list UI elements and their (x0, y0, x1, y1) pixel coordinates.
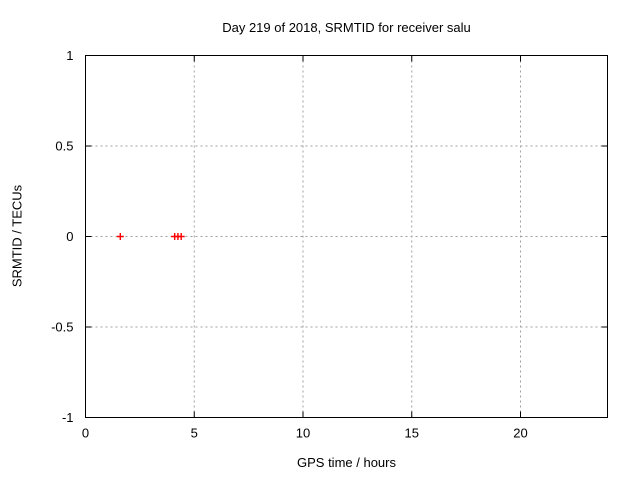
chart-title: Day 219 of 2018, SRMTID for receiver sal… (222, 20, 471, 35)
x-tick-label: 10 (296, 426, 310, 441)
x-tick-label: 20 (513, 426, 527, 441)
data-point-marker (177, 233, 185, 240)
y-tick-label: -0.5 (51, 320, 73, 335)
x-axis-label: GPS time / hours (297, 455, 396, 470)
x-tick-label: 0 (82, 426, 89, 441)
y-tick-label: 0.5 (55, 139, 73, 154)
data-point-marker (116, 233, 124, 240)
y-tick-label: 1 (66, 48, 73, 63)
x-tick-label: 15 (405, 426, 419, 441)
x-tick-label: 5 (191, 426, 198, 441)
y-tick-label: -1 (62, 410, 74, 425)
y-tick-label: 0 (66, 229, 73, 244)
